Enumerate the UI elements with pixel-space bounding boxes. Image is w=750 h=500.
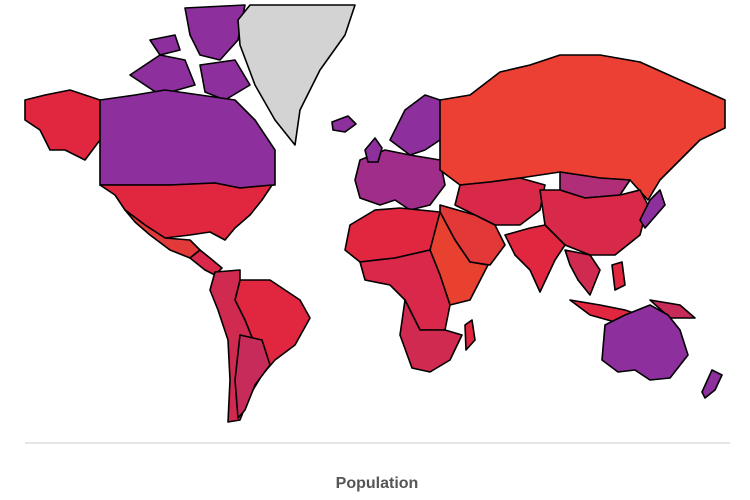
central-asia bbox=[454, 177, 546, 226]
iceland bbox=[331, 115, 357, 133]
arctic-islands bbox=[149, 34, 181, 56]
alaska bbox=[24, 89, 101, 161]
arctic-islands bbox=[199, 59, 251, 101]
scandinavia bbox=[389, 94, 441, 156]
central-america bbox=[189, 249, 223, 276]
arctic-islands bbox=[129, 54, 196, 96]
southern-africa bbox=[399, 299, 463, 373]
greenland bbox=[237, 4, 356, 146]
india bbox=[504, 224, 566, 293]
canada bbox=[99, 89, 276, 189]
uk bbox=[364, 137, 383, 163]
new-zealand bbox=[701, 369, 723, 399]
map-title: Population bbox=[336, 475, 419, 492]
southeast-asia bbox=[564, 249, 601, 296]
philippines bbox=[611, 261, 626, 291]
world-map bbox=[24, 4, 726, 423]
madagascar bbox=[464, 319, 476, 351]
argentina bbox=[234, 334, 271, 419]
arctic-islands bbox=[184, 4, 246, 61]
australia bbox=[601, 304, 689, 381]
japan bbox=[639, 189, 666, 229]
europe bbox=[354, 149, 446, 211]
